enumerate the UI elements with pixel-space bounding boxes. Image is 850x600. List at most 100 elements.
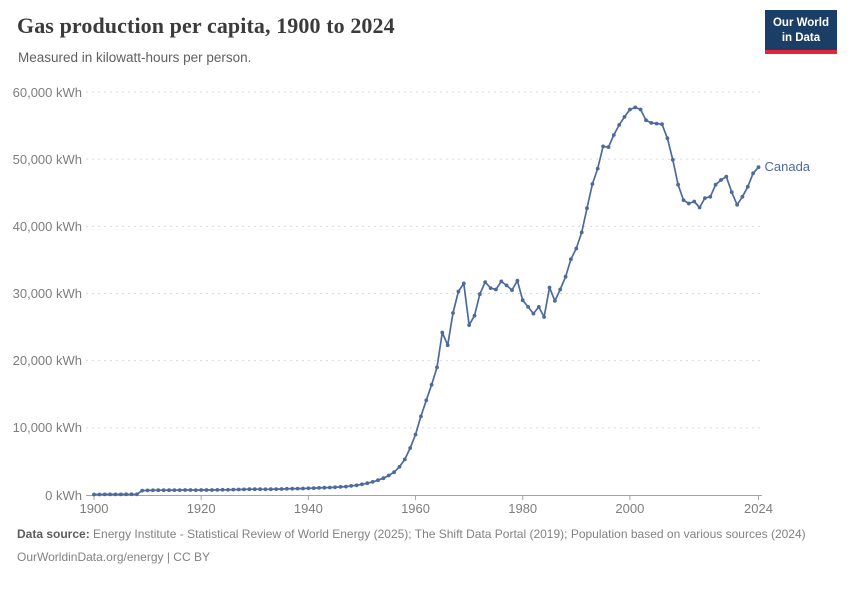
data-point (226, 487, 230, 492)
data-point (108, 492, 112, 497)
data-point (199, 488, 204, 492)
owid-logo-line1: Our World (772, 17, 829, 29)
data-point (477, 292, 482, 297)
data-point (424, 398, 429, 403)
y-axis-label: 20,000 kWh (12, 353, 82, 369)
data-point (419, 414, 423, 419)
data-point (386, 473, 391, 478)
data-point (113, 492, 118, 497)
data-point (531, 311, 536, 316)
data-point (724, 174, 729, 179)
data-point (402, 457, 407, 462)
data-point (488, 286, 493, 290)
y-axis-label: 50,000 kWh (12, 151, 82, 167)
data-point (311, 486, 316, 490)
data-point (252, 487, 257, 492)
data-point (236, 487, 241, 492)
data-point (381, 476, 386, 481)
y-axis-label: 60,000 kWh (12, 84, 82, 100)
data-point (193, 488, 198, 492)
data-point (370, 480, 375, 484)
data-point (360, 482, 364, 487)
x-axis-label: 1940 (293, 501, 323, 516)
data-point (188, 488, 193, 492)
data-point (692, 199, 697, 204)
data-point (483, 280, 488, 284)
data-point (290, 486, 295, 491)
chart-title: Gas production per capita, 1900 to 2024 (17, 13, 395, 38)
data-point (606, 145, 611, 150)
x-axis-label: 1980 (508, 501, 538, 516)
data-point (660, 122, 664, 127)
data-point (670, 157, 675, 162)
data-point (344, 484, 348, 489)
data-point (595, 166, 600, 171)
data-point (633, 105, 638, 110)
data-point (740, 194, 745, 199)
data-point (263, 487, 268, 492)
data-point (231, 487, 236, 492)
data-point (558, 287, 563, 292)
data-point (151, 488, 155, 493)
data-point (649, 121, 654, 125)
data-point (681, 198, 686, 203)
data-point (628, 107, 632, 112)
owid-logo-line2: in Data (781, 31, 821, 44)
data-point (279, 487, 284, 491)
data-point (97, 492, 102, 497)
data-point (333, 485, 337, 490)
data-point (210, 488, 214, 492)
data-point (327, 485, 332, 490)
data-point (526, 305, 530, 309)
data-point (536, 305, 541, 309)
data-point (135, 492, 139, 497)
data-point (735, 202, 739, 207)
data-point (585, 206, 589, 211)
x-axis-label: 2000 (615, 501, 645, 516)
data-source-text: Energy Institute - Statistical Review of… (93, 527, 806, 541)
data-point (376, 478, 380, 483)
data-point (542, 315, 546, 319)
data-point (622, 115, 627, 119)
data-point (569, 257, 573, 262)
data-point (140, 488, 145, 493)
y-axis-label: 0 kWh (45, 487, 82, 503)
data-point (644, 118, 648, 123)
data-point (242, 487, 246, 492)
data-point (676, 182, 680, 187)
data-point (751, 171, 755, 176)
data-point (590, 182, 595, 186)
data-point (102, 492, 107, 497)
data-point (499, 279, 504, 284)
data-point (354, 483, 359, 488)
x-axis-label: 1960 (401, 501, 430, 516)
data-point (494, 287, 498, 292)
data-point (183, 488, 188, 492)
data-point (268, 487, 273, 492)
data-point (317, 486, 321, 490)
data-point (713, 182, 718, 187)
data-point (472, 313, 477, 318)
data-point (456, 289, 461, 294)
footer-link-line[interactable]: OurWorldinData.org/energy | CC BY (17, 549, 210, 564)
data-point (510, 288, 514, 292)
data-point (504, 283, 509, 288)
series-label-canada: Canada (764, 159, 811, 175)
data-point (520, 298, 525, 303)
data-point (177, 488, 182, 492)
data-point (247, 487, 252, 492)
canada-line (93, 106, 760, 496)
y-axis-label: 30,000 kWh (12, 286, 82, 301)
x-axis-label: 1900 (79, 501, 109, 516)
data-point (306, 486, 311, 491)
data-point (445, 343, 450, 348)
data-point (601, 144, 605, 149)
data-point (161, 488, 166, 493)
data-point (617, 123, 622, 127)
data-point (708, 194, 713, 199)
data-point (92, 492, 96, 497)
data-point (611, 133, 616, 137)
owid-logo[interactable]: Our World in Data (764, 10, 837, 54)
data-source-label: Data source: (17, 527, 90, 541)
